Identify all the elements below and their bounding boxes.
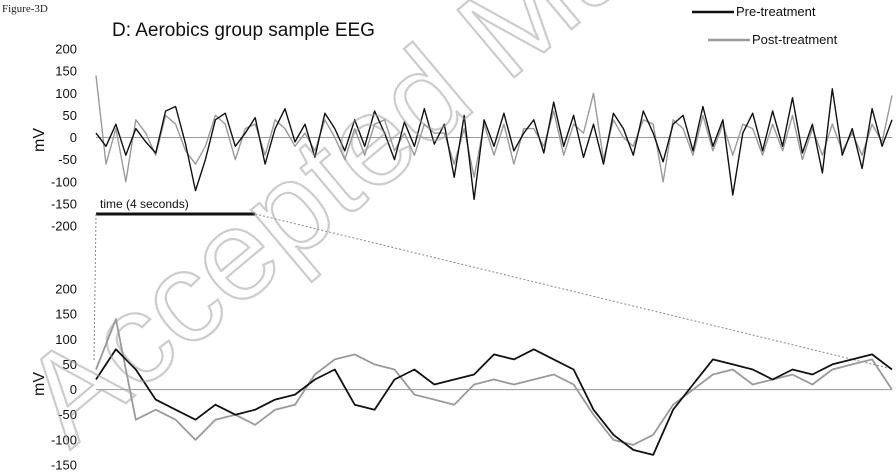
bottom-y-axis: 200 150 100 50 0 -50 -100 -150 (51, 282, 77, 473)
bottom-series-post-treatment (95, 318, 893, 446)
top-y-tick-label: -200 (51, 219, 77, 234)
bottom-series-pre-treatment (95, 348, 893, 456)
bottom-y-tick-label: -50 (58, 407, 77, 422)
watermark: Accepted Ma (0, 0, 662, 473)
top-series-post-treatment (95, 75, 893, 183)
top-y-tick-label: 200 (55, 42, 77, 57)
bottom-series-group (95, 318, 893, 456)
top-y-tick-label: 0 (70, 130, 77, 145)
chart-title: D: Aerobics group sample EEG (112, 20, 375, 41)
zoom-connector-right (255, 213, 889, 369)
top-y-tick-label: 150 (55, 64, 77, 79)
bottom-y-tick-label: 150 (55, 307, 77, 322)
top-y-tick-label: -150 (51, 196, 77, 211)
top-series-pre-treatment (95, 88, 893, 201)
legend-label-pre: Pre-treatment (736, 4, 816, 19)
zoom-connector-left (93, 213, 97, 361)
bottom-y-tick-label: 200 (55, 282, 77, 297)
bottom-y-tick-label: -150 (51, 458, 77, 473)
bottom-y-axis-label: mV (31, 372, 48, 396)
top-y-tick-label: -50 (58, 152, 77, 167)
legend: Pre-treatment Post-treatment (692, 4, 838, 47)
top-y-axis: 200 150 100 50 0 -50 -100 -150 -200 (51, 42, 77, 234)
figure-label: Figure-3D (2, 3, 48, 15)
bottom-y-tick-label: 100 (55, 332, 77, 347)
bottom-y-tick-label: -100 (51, 432, 77, 447)
time-annotation: time (4 seconds) (100, 197, 189, 211)
top-y-tick-label: 100 (55, 86, 77, 101)
top-y-axis-label: mV (31, 128, 48, 152)
legend-label-post: Post-treatment (752, 32, 838, 47)
top-series-group (95, 75, 893, 201)
bottom-y-tick-label: 0 (70, 382, 77, 397)
bottom-y-tick-label: 50 (63, 357, 77, 372)
top-y-tick-label: -100 (51, 174, 77, 189)
top-y-tick-label: 50 (63, 108, 77, 123)
